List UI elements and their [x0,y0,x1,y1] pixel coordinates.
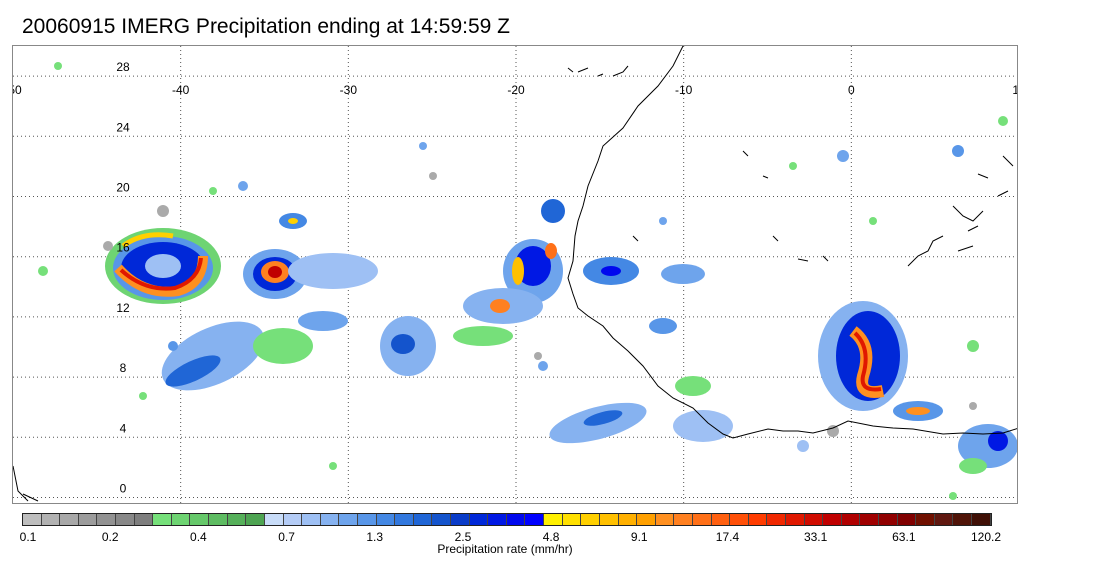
colorbar-swatch [432,514,452,525]
colorbar-tick-label: 4.8 [542,530,560,544]
colorbar-swatch [692,514,712,525]
rain-bands-south [549,318,733,444]
colorbar-swatch [320,514,340,525]
rain-bands-west [161,253,436,391]
lon-tick-label: -30 [340,83,358,97]
colorbar-swatch [283,514,303,525]
colorbar-swatch [655,514,675,525]
axis-labels: -50 -40 -30 -20 -10 0 10 28 24 20 16 12 8 4 0 [13,60,1018,495]
lon-tick-label: 10 [1012,83,1018,97]
colorbar-tick-label: 120.2 [970,530,1002,544]
storm-cell-center [243,213,307,299]
colorbar-tick-label: 0.2 [101,530,119,544]
lat-tick-label: 0 [120,481,127,495]
lon-tick-label: -40 [172,83,190,97]
colorbar-swatch [376,514,396,525]
colorbar-swatch [153,514,172,525]
colorbar-swatch [116,514,135,525]
colorbar-swatch [413,514,433,525]
lat-tick-label: 8 [120,361,127,375]
colorbar-swatch [357,514,377,525]
graticule-grid [13,46,1017,503]
colorbar-swatch [302,514,321,525]
colorbar-swatch [171,514,191,525]
colorbar-swatch [730,514,749,525]
lat-tick-label: 4 [120,421,127,435]
lat-tick-label: 24 [116,120,130,134]
colorbar-swatch [506,514,526,525]
colorbar-swatch [841,514,861,525]
colorbar-tick-label: 0.1 [19,530,37,544]
colorbar-swatch [78,514,98,525]
colorbar-swatch [97,514,117,525]
colorbar-tick-label: 9.1 [630,530,648,544]
lat-tick-label: 16 [116,241,130,255]
lat-tick-label: 12 [116,301,130,315]
colorbar-tick-label: 17.4 [715,530,740,544]
lon-tick-label: -20 [507,83,525,97]
colorbar-swatch [785,514,805,525]
colorbar-swatch [209,514,228,525]
colorbar-tick-label: 2.5 [454,530,472,544]
colorbar-swatch [879,514,898,525]
colorbar-swatch [60,514,79,525]
colorbar-swatch [488,514,507,525]
colorbar-swatch [599,514,619,525]
lon-tick-label: -50 [13,83,22,97]
colorbar-swatch [581,514,600,525]
colorbar-swatch [637,514,656,525]
colorbar-tick-label: 1.3 [366,530,384,544]
colorbar-swatch [711,514,731,525]
colorbar-swatch [246,514,265,525]
colorbar-swatch [618,514,638,525]
lat-tick-label: 28 [116,60,130,74]
colorbar-swatch [972,514,991,525]
colorbar-swatch [544,514,563,525]
precipitation-field [38,62,1017,500]
map-title: 20060915 IMERG Precipitation ending at 1… [22,15,510,38]
colorbar-swatch [227,514,247,525]
colorbar-tick-label: 33.1 [803,530,828,544]
colorbar-swatch [469,514,489,525]
lat-tick-label: 20 [116,180,130,194]
coastline [13,46,1017,502]
colorbar-swatch [674,514,693,525]
colorbar-swatch [953,514,973,525]
lon-tick-label: -10 [675,83,693,97]
gray-drizzle [103,172,977,437]
colorbar [22,513,992,526]
rain-bands-central [453,199,705,346]
colorbar-tick-label: 63.1 [892,530,916,544]
storm-cell-east [818,301,1017,474]
colorbar-title: Precipitation rate (mm/hr) [437,542,573,556]
colorbar-tick-label: 0.4 [190,530,207,544]
colorbar-swatch [339,514,358,525]
colorbar-swatch [767,514,786,525]
colorbar-swatch [804,514,824,525]
colorbar-swatch [190,514,210,525]
colorbar-swatch [860,514,880,525]
scattered-light-rain [38,62,1008,500]
colorbar-swatch [525,514,545,525]
colorbar-swatch [41,514,61,525]
precipitation-map: -50 -40 -30 -20 -10 0 10 28 24 20 16 12 8 4 0 [12,45,1018,504]
colorbar-swatch [562,514,582,525]
colorbar-swatch [934,514,954,525]
colorbar-tick-label: 0.7 [278,530,295,544]
colorbar-swatch [134,514,154,525]
lon-tick-label: 0 [848,83,855,97]
colorbar-swatch [451,514,470,525]
colorbar-swatch [264,514,284,525]
colorbar-swatch [23,514,42,525]
colorbar-swatch [395,514,414,525]
map-canvas: -50 -40 -30 -20 -10 0 10 28 24 20 16 12 8 4 0 [13,46,1018,503]
storm-cell-west [105,228,221,304]
colorbar-swatch [897,514,917,525]
colorbar-swatch [823,514,842,525]
colorbar-swatch [916,514,935,525]
colorbar-swatch [748,514,768,525]
